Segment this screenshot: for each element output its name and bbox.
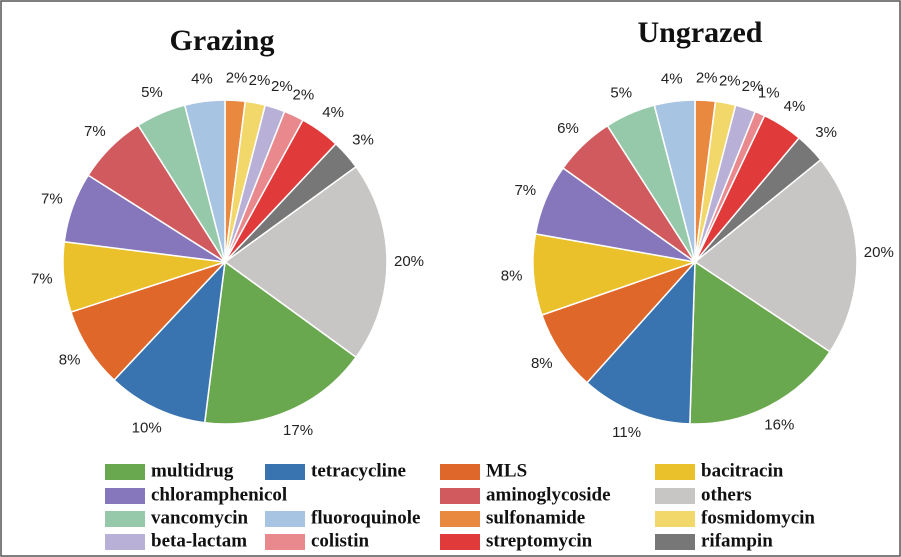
- slice-label: 20%: [864, 244, 894, 261]
- slice-label: 16%: [764, 417, 794, 434]
- legend-swatch: [440, 488, 480, 504]
- slice-label: 7%: [84, 123, 106, 140]
- pie-slice: [113, 259, 227, 424]
- legend-swatch: [265, 464, 305, 480]
- chart-title: Ungrazed: [638, 16, 763, 49]
- slice-label: 7%: [514, 182, 536, 199]
- slice-label: 11%: [612, 424, 641, 441]
- legend-swatch: [655, 488, 695, 504]
- slice-label: 1%: [758, 84, 780, 101]
- pie-slice: [693, 158, 858, 353]
- slice-label: 4%: [322, 104, 344, 121]
- slice-label: 7%: [31, 270, 53, 287]
- legend-label: multidrug: [151, 460, 234, 481]
- legend-label: aminoglycoside: [486, 484, 611, 505]
- legend-label: beta-lactam: [151, 530, 247, 551]
- pie-slice: [653, 99, 696, 263]
- slice-label: 2%: [742, 78, 764, 95]
- legend-label: others: [701, 484, 752, 505]
- slice-label: 8%: [59, 352, 81, 369]
- legend-swatch: [105, 534, 145, 550]
- slice-label: 2%: [719, 72, 741, 89]
- slice-label: 2%: [226, 69, 248, 86]
- slice-label: 8%: [501, 268, 523, 285]
- slice-label: 4%: [784, 98, 806, 115]
- chart-title: Grazing: [170, 24, 275, 57]
- slice-label: 3%: [352, 131, 374, 148]
- legend-swatch: [105, 511, 145, 527]
- legend-swatch: [655, 464, 695, 480]
- slice-label: 10%: [132, 419, 162, 436]
- pie-slice: [689, 260, 831, 425]
- slice-label: 7%: [41, 191, 63, 208]
- legend-label: fluoroquinole: [311, 507, 420, 528]
- legend-label: MLS: [486, 460, 527, 481]
- slice-label: 5%: [141, 84, 163, 101]
- legend-swatch: [265, 534, 305, 550]
- slice-label: 2%: [292, 86, 314, 103]
- slice-label: 3%: [815, 124, 837, 141]
- slice-label: 2%: [696, 69, 718, 86]
- legend-label: colistin: [311, 530, 369, 551]
- slice-label: 2%: [271, 78, 293, 95]
- pie-slice: [585, 259, 696, 425]
- legend-swatch: [105, 488, 145, 504]
- slice-label: 4%: [661, 70, 683, 87]
- legend-swatch: [440, 464, 480, 480]
- legend-swatch: [655, 534, 695, 550]
- slice-label: 17%: [283, 422, 313, 439]
- legend-swatch: [105, 464, 145, 480]
- pie-slice: [203, 260, 358, 425]
- legend-label: streptomycin: [486, 530, 593, 551]
- legend-label: chloramphenicol: [151, 484, 287, 505]
- legend-swatch: [655, 511, 695, 527]
- pie-slice: [223, 165, 388, 359]
- slice-label: 6%: [557, 120, 579, 137]
- slice-label: 20%: [394, 253, 424, 270]
- slice-label: 5%: [610, 84, 632, 101]
- legend-label: tetracycline: [311, 460, 406, 481]
- legend-label: fosmidomycin: [701, 507, 815, 528]
- legend-swatch: [440, 534, 480, 550]
- legend-label: sulfonamide: [486, 507, 585, 528]
- legend-label: rifampin: [701, 530, 773, 551]
- slice-label: 4%: [191, 70, 213, 87]
- legend-label: vancomycin: [151, 507, 249, 528]
- legend-label: bacitracin: [701, 460, 784, 481]
- legend-swatch: [265, 511, 305, 527]
- legend-swatch: [440, 511, 480, 527]
- pie-slice: [183, 99, 226, 263]
- slice-label: 8%: [531, 355, 553, 372]
- slice-label: 2%: [249, 72, 271, 89]
